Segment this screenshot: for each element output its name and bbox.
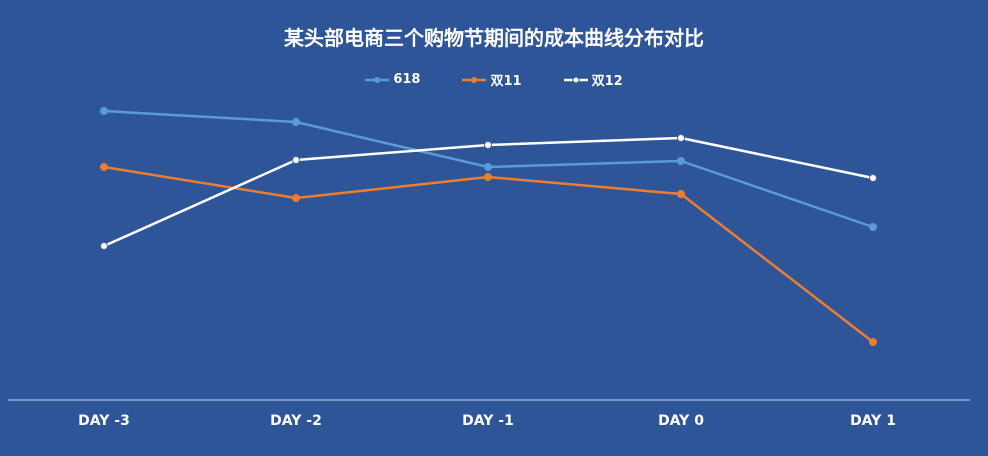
data-point	[869, 338, 877, 346]
data-point	[677, 134, 685, 142]
data-point	[292, 118, 300, 126]
legend-item-double11: 双11	[462, 70, 522, 89]
data-point	[292, 156, 300, 164]
legend-swatch-double12	[563, 76, 588, 83]
x-tick-label: DAY 1	[850, 413, 896, 429]
series-line-2	[103, 136, 874, 248]
data-point	[677, 157, 685, 165]
data-point	[292, 194, 300, 202]
legend-item-618: 618	[365, 70, 420, 89]
data-point	[484, 141, 492, 149]
x-tick-label: DAY -2	[270, 413, 322, 429]
legend-label-double12: 双12	[591, 74, 623, 89]
x-tick-label: DAY -1	[462, 413, 514, 429]
legend-label-double11: 双11	[490, 74, 522, 89]
legend: 618 双11 双12	[0, 70, 988, 89]
data-point	[100, 242, 108, 250]
x-tick-label: DAY 0	[658, 413, 704, 429]
x-tick-label: DAY -3	[78, 413, 130, 429]
legend-item-double12: 双12	[563, 70, 623, 89]
legend-swatch-618	[365, 76, 390, 83]
data-point	[100, 163, 108, 171]
data-point	[869, 223, 877, 231]
chart-title: 某头部电商三个购物节期间的成本曲线分布对比	[284, 26, 704, 50]
legend-swatch-double11	[462, 76, 487, 83]
data-point	[484, 173, 492, 181]
data-point	[677, 190, 685, 198]
data-point	[100, 107, 108, 115]
legend-label-618: 618	[393, 72, 421, 87]
data-point	[869, 174, 877, 182]
data-point	[484, 163, 492, 171]
